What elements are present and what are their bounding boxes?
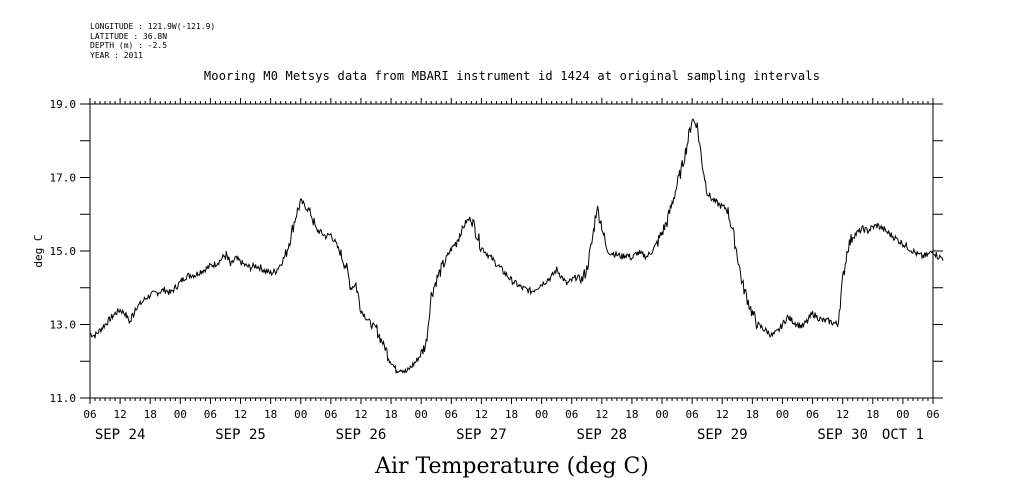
y-axis: 11.0 13.0 15.0 17.0 19.0 [50, 98, 943, 405]
x-day-label: SEP 26 [336, 427, 387, 443]
x-hour-label: 18 [746, 408, 759, 421]
x-day-label: SEP 28 [577, 427, 628, 443]
x-hour-label: 06 [324, 408, 337, 421]
x-hour-label: 18 [505, 408, 518, 421]
plot-frame [89, 103, 934, 399]
x-hour-label: 12 [354, 408, 367, 421]
depth-text: DEPTH (m) : -2.5 [90, 41, 168, 50]
series-line [89, 118, 944, 374]
x-hour-label: 18 [144, 408, 157, 421]
chart-title: Mooring M0 Metsys data from MBARI instru… [203, 69, 821, 83]
x-hour-label: 00 [896, 408, 909, 421]
x-hour-label: 12 [234, 408, 247, 421]
y-tick-label: 19.0 [50, 98, 77, 111]
y-tick-label: 11.0 [50, 392, 77, 405]
x-hour-label: 18 [384, 408, 397, 421]
year-text: YEAR : 2011 [90, 50, 143, 60]
y-tick-label: 17.0 [50, 172, 77, 185]
x-hour-label: 00 [776, 408, 789, 421]
x-hour-label: 06 [565, 408, 578, 421]
x-day-label: OCT 1 [882, 427, 924, 443]
metadata-block: LONGITUDE : 121.9W(-121.9) LATITUDE : 36… [90, 22, 215, 60]
x-hour-label: 00 [294, 408, 307, 421]
x-axis: 06 12 18 00 06 12 18 00 06 12 18 00 06 12 18 00 06 12 18 00… [83, 98, 940, 443]
x-hour-label: 12 [595, 408, 608, 421]
x-hour-label: 12 [113, 408, 126, 421]
x-hour-label: 06 [83, 408, 96, 421]
x-hour-label: 06 [806, 408, 819, 421]
x-axis-title: Air Temperature (deg C) [375, 454, 649, 479]
x-day-label: SEP 30 [817, 427, 868, 443]
y-axis-label: deg C [32, 234, 45, 267]
x-day-label: SEP 24 [95, 427, 146, 443]
x-hour-label: 00 [655, 408, 668, 421]
y-tick-label: 15.0 [50, 245, 77, 258]
y-tick-label: 13.0 [50, 319, 77, 332]
latitude-text: LATITUDE : 36.8N [90, 31, 168, 41]
longitude-text: LONGITUDE : 121.9W(-121.9) [90, 22, 216, 31]
x-hour-label: 12 [716, 408, 729, 421]
x-hour-label: 00 [415, 408, 428, 421]
x-day-label: SEP 29 [697, 427, 748, 443]
x-hour-label: 18 [264, 408, 277, 421]
x-hour-label: 06 [445, 408, 458, 421]
x-hour-label: 00 [535, 408, 548, 421]
x-hour-label: 12 [836, 408, 849, 421]
x-hour-label: 18 [625, 408, 638, 421]
x-hour-label: 00 [174, 408, 187, 421]
x-hour-label: 18 [866, 408, 879, 421]
x-day-label: SEP 27 [456, 427, 507, 443]
x-day-label: SEP 25 [215, 427, 266, 443]
x-hour-label: 06 [686, 408, 699, 421]
x-hour-label: 06 [204, 408, 217, 421]
x-hour-label: 12 [475, 408, 488, 421]
x-hour-label: 06 [926, 408, 939, 421]
